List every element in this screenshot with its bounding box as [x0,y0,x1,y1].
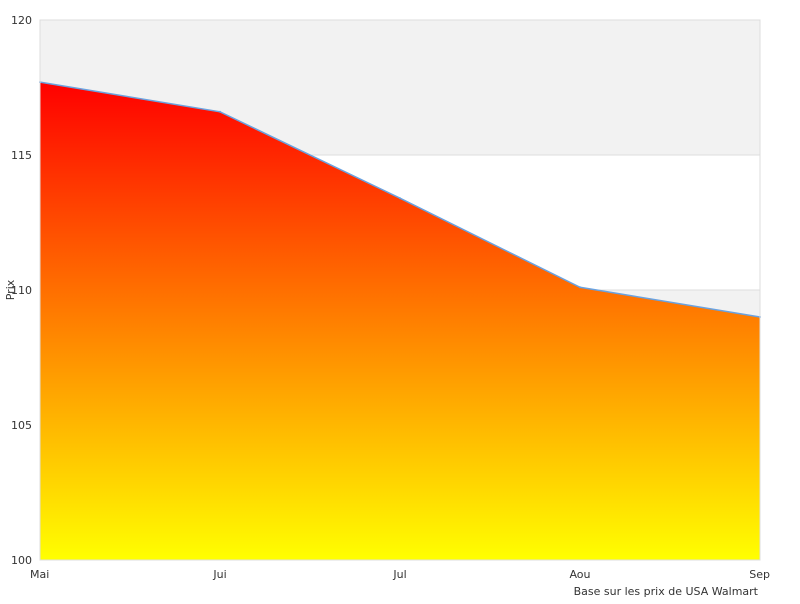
x-tick-label: Mai [30,568,49,581]
x-tick-label: Aou [569,568,590,581]
data-point [399,197,401,200]
plot-frame [39,19,761,561]
x-tick-label: Sep [749,568,770,581]
y-tick-label: 115 [11,149,32,162]
y-tick-label: 110 [11,284,32,297]
y-tick-label: 120 [11,14,32,27]
source-note: Base sur les prix de USA Walmart [574,585,759,598]
data-point [579,286,581,289]
y-tick-label: 100 [11,554,32,567]
x-tick-label: Jui [212,568,226,581]
y-tick-label: 105 [11,419,32,432]
y-axis-title: Prix [4,279,17,300]
x-axis-ticks: Mai Jui Jul Aou Sep [30,568,770,581]
x-tick-label: Jul [392,568,406,581]
data-point [219,110,221,113]
y-axis-ticks: 100 105 110 115 120 [11,14,32,567]
series-area [40,82,760,560]
